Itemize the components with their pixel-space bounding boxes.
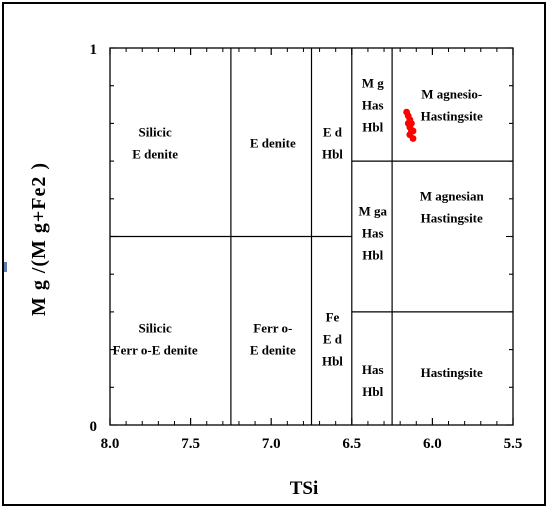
frame-edge-mark <box>4 262 7 272</box>
y-axis-title: M g /(M g+Fe2 ) <box>28 162 50 316</box>
x-tick-label: 5.5 <box>504 436 523 452</box>
region-label: Has <box>362 362 384 377</box>
region-label: Ferr o-E denite <box>113 342 198 357</box>
x-tick-label: 6.5 <box>342 436 361 452</box>
axis-ticks: 8.0 7.5 7.0 6.5 6.0 5.5 0 1 <box>90 42 523 452</box>
region-label: Hastingsite <box>421 365 483 380</box>
x-tick-label: 7.5 <box>181 436 200 452</box>
data-points <box>403 108 417 142</box>
region-label: E denite <box>132 146 178 161</box>
region-labels: Silicic E denite E denite E d Hbl M g Has Hbl M … <box>113 76 485 399</box>
region-label: E d <box>323 331 343 346</box>
region-label: M agnesian <box>420 188 485 203</box>
region-label: Fe <box>326 309 340 324</box>
region-label: Silicic <box>139 124 172 139</box>
region-label: Has <box>362 226 384 241</box>
y-tick-label-1: 1 <box>90 42 98 58</box>
region-label: Ferr o- <box>253 320 292 335</box>
region-label: M ga <box>358 204 387 219</box>
x-tick-label: 6.0 <box>423 436 442 452</box>
region-label: Hbl <box>322 353 343 368</box>
region-label: Hastingsite <box>421 210 483 225</box>
region-label: Hbl <box>362 384 383 399</box>
region-label: Hbl <box>362 120 383 135</box>
x-axis-title: TSi <box>290 478 319 499</box>
y-tick-label-0: 0 <box>90 419 98 435</box>
x-tick-label: 7.0 <box>262 436 281 452</box>
region-label: Has <box>362 98 384 113</box>
region-label: M g <box>362 76 385 91</box>
region-label: E d <box>323 124 343 139</box>
region-label: Hastingsite <box>421 109 483 124</box>
region-label: E denite <box>250 135 296 150</box>
region-label: Hbl <box>322 146 343 161</box>
region-label: Silicic <box>139 320 172 335</box>
region-label: E denite <box>250 342 296 357</box>
region-label: M agnesio- <box>421 87 482 102</box>
region-label: Hbl <box>362 248 383 263</box>
data-point <box>409 135 417 142</box>
x-tick-label: 8.0 <box>101 436 120 452</box>
